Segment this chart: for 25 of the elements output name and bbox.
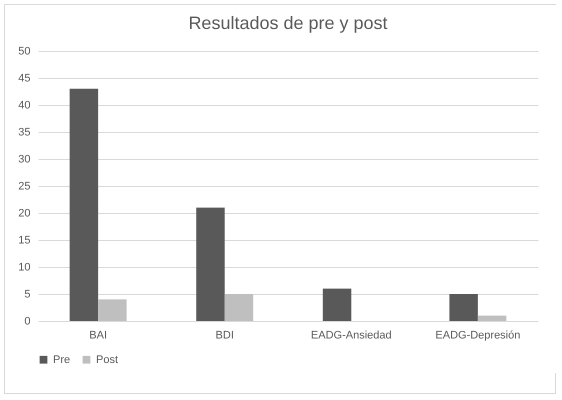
legend-label: Post <box>96 354 118 366</box>
y-tick-label: 30 <box>18 154 30 166</box>
y-tick-label: 35 <box>18 126 30 138</box>
y-tick-label: 15 <box>18 234 30 246</box>
chart-title: Resultados de pre y post <box>188 13 388 33</box>
bar <box>70 88 98 321</box>
y-tick-label: 25 <box>18 180 30 192</box>
y-tick-label: 10 <box>18 262 30 274</box>
bar <box>196 208 225 321</box>
y-tick-label: 40 <box>18 100 30 112</box>
legend-label: Pre <box>53 354 70 366</box>
y-tick-label: 5 <box>24 288 30 300</box>
bar <box>98 299 127 321</box>
bar <box>224 294 254 321</box>
y-tick-label: 50 <box>18 46 30 58</box>
bar <box>322 288 352 321</box>
y-tick-label: 0 <box>24 316 30 328</box>
x-tick-label: EADG-Depresión <box>435 330 520 342</box>
x-tick-label: BDI <box>216 330 234 342</box>
bar <box>449 294 478 321</box>
bar <box>478 316 506 321</box>
y-tick-label: 20 <box>18 208 30 220</box>
x-tick-label: BAI <box>89 330 107 342</box>
y-tick-label: 45 <box>18 72 30 84</box>
x-tick-label: EADG-Ansiedad <box>310 330 392 342</box>
